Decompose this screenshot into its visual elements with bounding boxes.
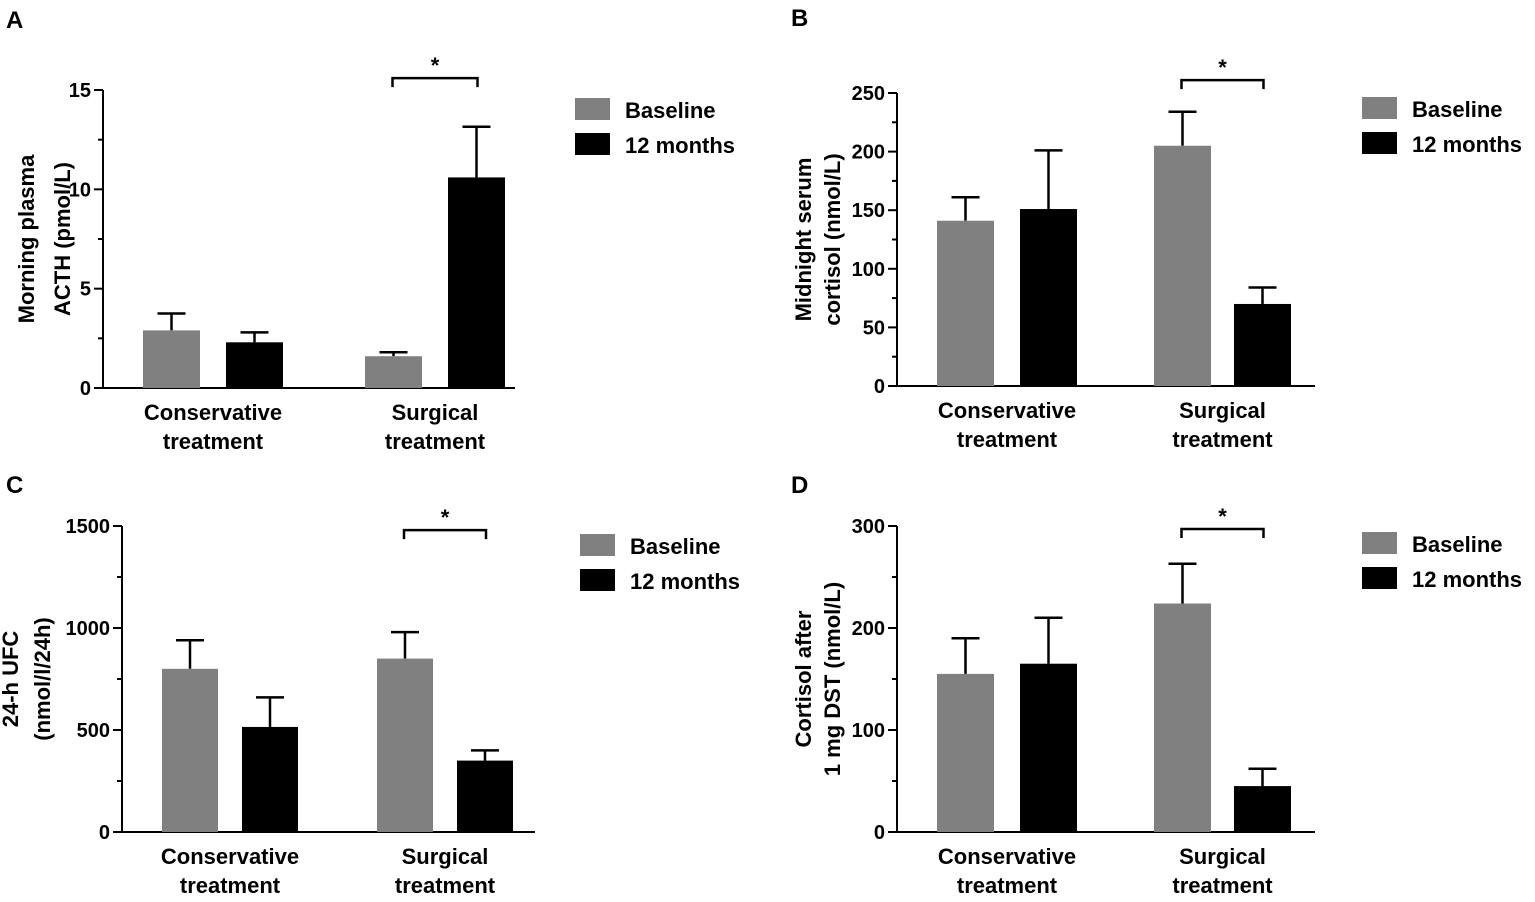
legend-swatch-baseline	[1362, 532, 1397, 554]
legend-swatch-12-months	[575, 133, 610, 155]
y-tick-label: 15	[69, 80, 91, 102]
legend-label-baseline: Baseline	[630, 534, 721, 559]
bar-baseline-cat2	[1154, 145, 1211, 386]
significance-star: *	[431, 53, 440, 78]
legend-label-12-months: 12 months	[1412, 132, 1522, 157]
y-tick-label: 150	[852, 200, 885, 222]
y-tick-label: 5	[80, 279, 91, 301]
legend-swatch-12-months	[1362, 132, 1397, 154]
y-tick-label: 10	[69, 179, 91, 201]
y-tick-label: 1500	[66, 516, 111, 538]
bar-12-months-cat1	[1020, 663, 1077, 832]
significance-bracket	[1180, 527, 1265, 539]
panel-b: B 0 50 100 150 200 250 Midnight serum cortisol (…	[791, 5, 1522, 452]
significance-star: *	[1218, 55, 1227, 80]
category-label-line2: treatment	[1172, 873, 1273, 898]
y-tick-label: 50	[863, 317, 885, 339]
y-tick-label: 100	[852, 259, 885, 281]
category-label-line2: treatment	[1172, 427, 1273, 452]
significance-bracket	[402, 528, 488, 540]
y-axis-label-line2: ACTH (pmol/L)	[50, 162, 75, 316]
y-axis-label-line1: Morning plasma	[14, 154, 39, 323]
bar-baseline-cat2	[377, 658, 433, 832]
category-label-line1: Conservative	[144, 400, 282, 425]
bar-baseline-cat1	[162, 668, 218, 832]
y-tick-label: 300	[852, 516, 885, 538]
panel-a: A 0 5 10 15 Morning plasma ACTH (pmol/L) Conser…	[6, 7, 735, 454]
legend-label-baseline: Baseline	[1412, 532, 1503, 557]
legend-swatch-12-months	[1362, 567, 1397, 589]
legend-swatch-baseline	[1362, 97, 1397, 119]
y-axis-label-line2: (nmol/l/24h)	[30, 617, 55, 740]
bar-12-months-cat1	[226, 342, 283, 388]
bar-12-months-cat2	[448, 177, 505, 388]
y-axis-label-line1: Midnight serum	[791, 158, 816, 322]
panel-c: C 0 500 1000 1500 24-h UFC (nmol/l/24h) Conserv…	[0, 472, 740, 898]
category-label-line2: treatment	[163, 429, 264, 454]
y-tick-label: 500	[77, 720, 110, 742]
category-label-line2: treatment	[180, 873, 281, 898]
significance-star: *	[1218, 504, 1227, 529]
legend-swatch-baseline	[580, 534, 615, 556]
bar-12-months-cat2	[1234, 786, 1291, 832]
y-axis-label-line1: 24-h UFC	[0, 631, 23, 728]
category-label-line2: treatment	[395, 873, 496, 898]
bar-baseline-cat1	[937, 673, 994, 832]
bar-baseline-cat1	[937, 220, 994, 386]
y-axis-label-line1: Cortisol after	[791, 610, 816, 747]
legend-label-12-months: 12 months	[630, 569, 740, 594]
y-tick-label: 200	[852, 618, 885, 640]
category-label-line1: Surgical	[402, 844, 489, 869]
category-label-line2: treatment	[957, 427, 1058, 452]
y-tick-label: 0	[874, 376, 885, 398]
category-label-line1: Surgical	[1179, 844, 1266, 869]
legend-swatch-12-months	[580, 569, 615, 591]
panel-letter-b: B	[791, 5, 808, 32]
legend-label-baseline: Baseline	[1412, 97, 1503, 122]
bar-12-months-cat2	[457, 760, 513, 832]
category-label-line1: Conservative	[938, 398, 1076, 423]
bar-12-months-cat1	[1020, 209, 1077, 386]
y-tick-label: 0	[99, 822, 110, 844]
panel-letter-c: C	[6, 472, 23, 499]
y-tick-label: 100	[852, 720, 885, 742]
legend-swatch-baseline	[575, 98, 610, 120]
bar-12-months-cat1	[242, 726, 298, 832]
bar-baseline-cat2	[1154, 603, 1211, 832]
category-label-line1: Surgical	[1179, 398, 1266, 423]
significance-bracket	[1180, 78, 1265, 90]
legend-label-12-months: 12 months	[625, 133, 735, 158]
panel-letter-a: A	[6, 7, 23, 34]
panel-letter-d: D	[791, 472, 808, 499]
bar-12-months-cat2	[1234, 303, 1291, 386]
significance-bracket	[391, 76, 479, 88]
bar-baseline-cat2	[365, 356, 422, 388]
y-tick-label: 0	[80, 378, 91, 400]
significance-star: *	[441, 505, 450, 530]
category-label-line1: Surgical	[392, 400, 479, 425]
y-axis-label-line2: cortisol (nmol/L)	[820, 153, 845, 325]
y-tick-label: 0	[874, 822, 885, 844]
y-tick-label: 200	[852, 142, 885, 164]
legend-label-baseline: Baseline	[625, 98, 716, 123]
legend-label-12-months: 12 months	[1412, 567, 1522, 592]
y-axis-label-line2: 1 mg DST (nmol/L)	[820, 582, 845, 776]
bar-baseline-cat1	[143, 330, 200, 388]
category-label-line2: treatment	[957, 873, 1058, 898]
y-tick-label: 250	[852, 83, 885, 105]
category-label-line2: treatment	[385, 429, 486, 454]
y-tick-label: 1000	[66, 618, 111, 640]
panel-d: D 0 100 200 300 Cortisol after 1 mg DST (nmol/…	[791, 472, 1522, 898]
category-label-line1: Conservative	[161, 844, 299, 869]
category-label-line1: Conservative	[938, 844, 1076, 869]
